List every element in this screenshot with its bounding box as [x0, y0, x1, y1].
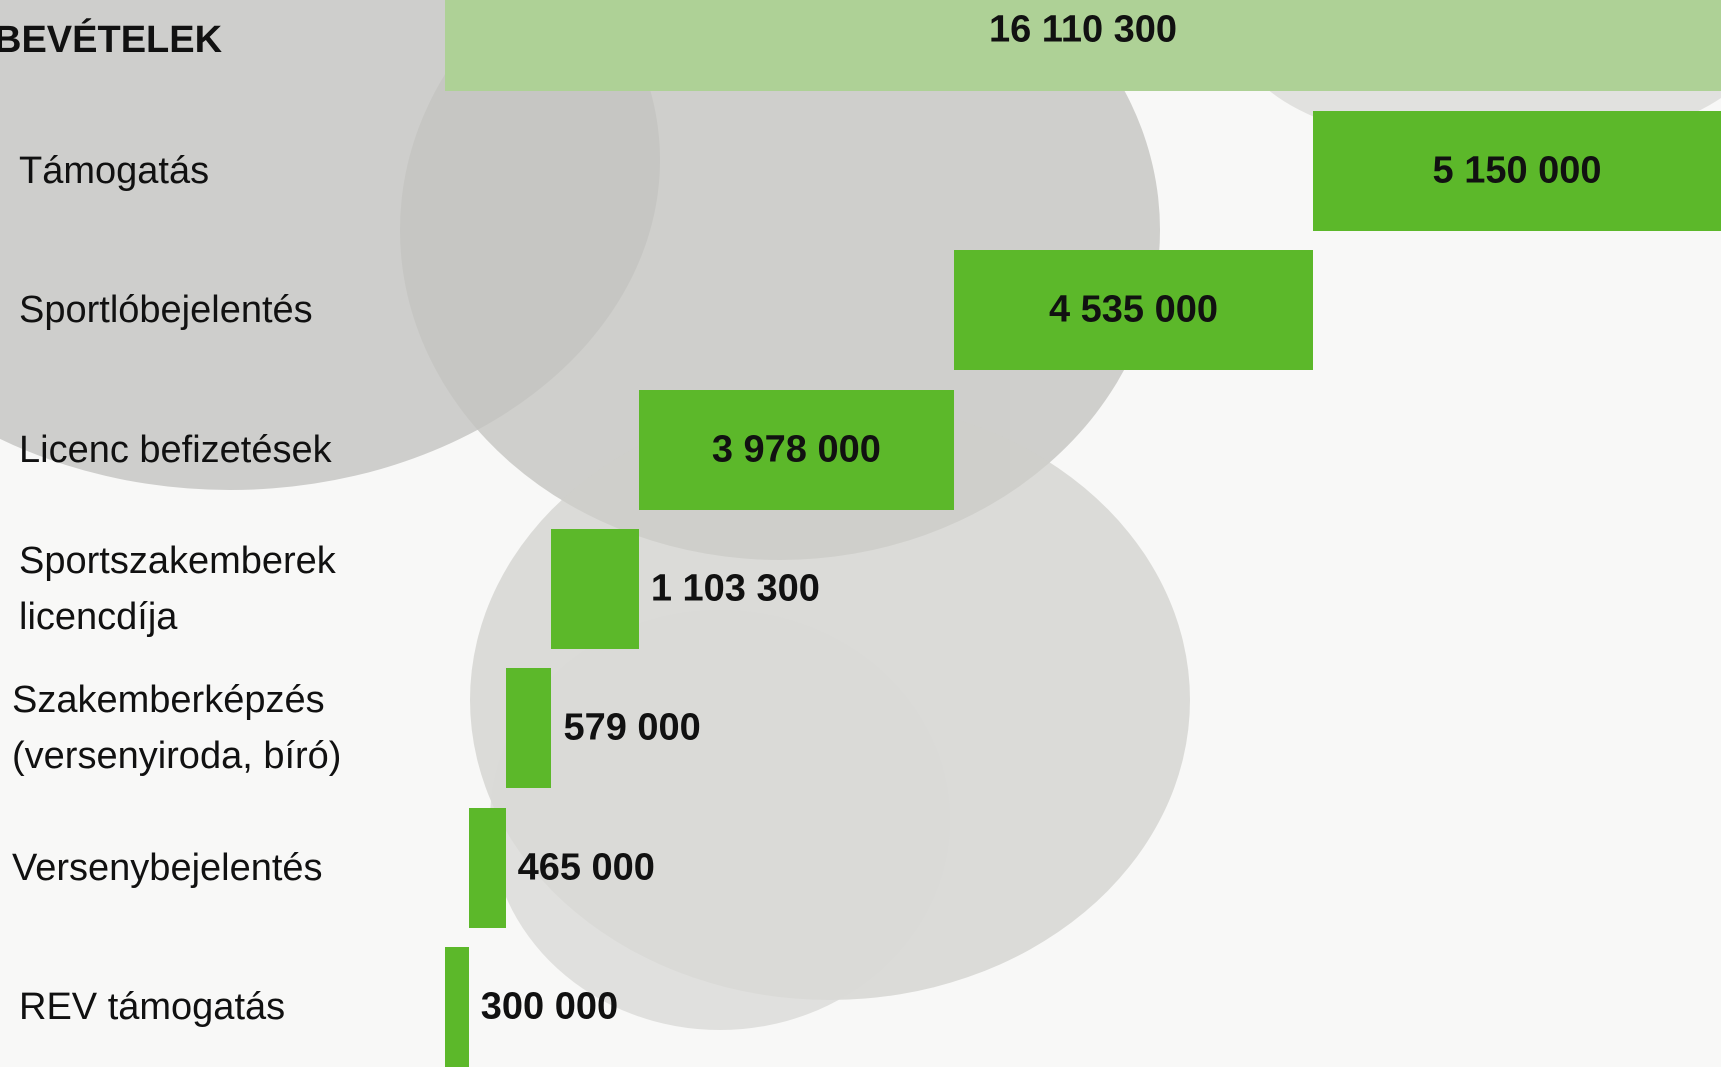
bar	[551, 528, 639, 649]
value-label: 300 000	[480, 985, 619, 1028]
category-label: Támogatás	[19, 150, 210, 192]
value-label: 1 103 300	[650, 567, 820, 610]
bar	[505, 668, 552, 789]
category-label: Szakemberképzés (versenyiroda, bíró)	[12, 679, 342, 778]
bar	[445, 946, 469, 1067]
value-label: 465 000	[517, 846, 655, 888]
value-label: 4 535 000	[1048, 288, 1219, 331]
category-label: BEVÉTELEK	[0, 19, 223, 61]
category-label: Sportlóbejelentés	[19, 289, 313, 332]
bar	[468, 807, 506, 928]
category-label: Versenybejelentés	[12, 846, 323, 889]
value-label: 3 978 000	[711, 428, 881, 471]
value-label: 579 000	[563, 706, 701, 749]
total-bar	[445, 0, 1721, 91]
value-label: 16 110 300	[988, 8, 1178, 51]
bar	[638, 389, 954, 510]
value-label: 5 150 000	[1432, 149, 1602, 192]
category-label: Sportszakemberek licencdíja	[19, 539, 336, 638]
bar	[953, 250, 1314, 371]
category-label: REV támogatás	[19, 985, 286, 1028]
category-label: Licenc befizetések	[19, 428, 332, 471]
bar	[1313, 111, 1721, 231]
